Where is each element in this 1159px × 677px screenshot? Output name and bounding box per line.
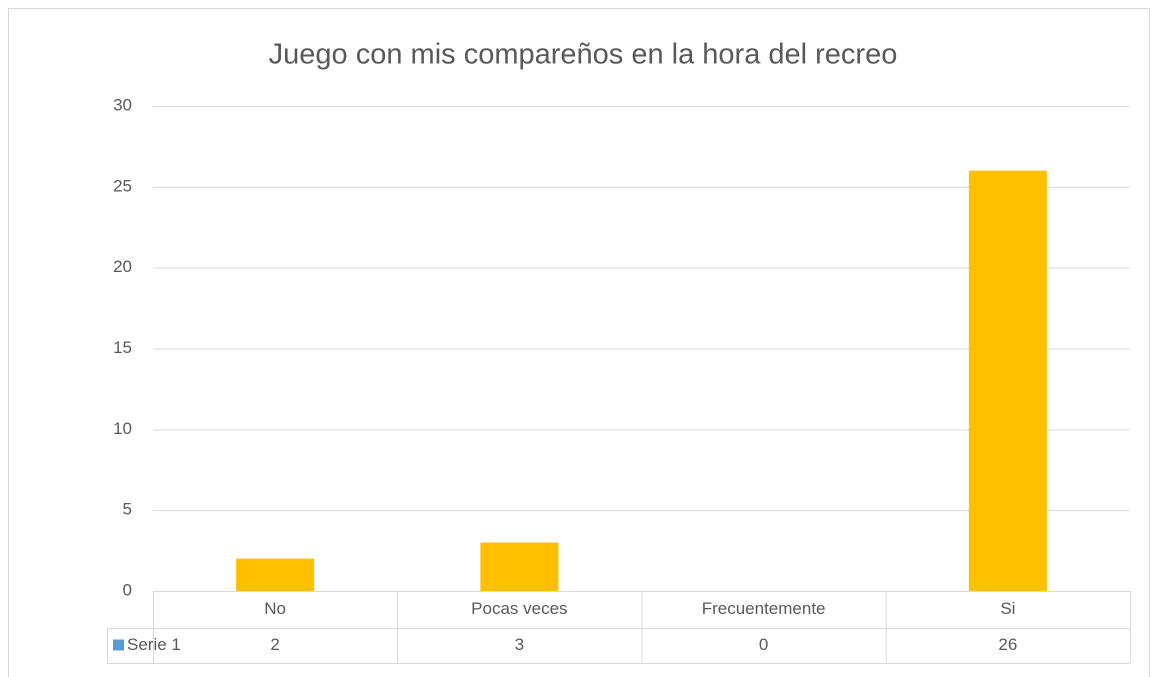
table-value: 3: [515, 635, 524, 654]
bar: [480, 542, 559, 591]
y-tick-label: 10: [113, 419, 132, 438]
x-tick-label: Frecuentemente: [702, 599, 826, 618]
y-tick-label: 15: [113, 338, 132, 357]
table-value: 2: [270, 635, 279, 654]
table-value: 26: [998, 635, 1017, 654]
y-tick-label: 20: [113, 257, 132, 276]
table-value: 0: [759, 635, 768, 654]
y-tick-label: 30: [113, 95, 132, 114]
y-tick-label: 0: [123, 580, 132, 599]
x-tick-label: Si: [1000, 599, 1015, 618]
y-tick-label: 25: [113, 176, 132, 195]
x-tick-label: No: [264, 599, 286, 618]
legend-key: [113, 639, 124, 651]
chart-border: [8, 8, 1150, 677]
x-tick-label: Pocas veces: [471, 599, 567, 618]
y-tick-label: 5: [123, 500, 132, 519]
bar: [968, 170, 1047, 591]
bar: [236, 558, 315, 591]
chart-title: Juego con mis compareños en la hora del …: [269, 39, 898, 71]
